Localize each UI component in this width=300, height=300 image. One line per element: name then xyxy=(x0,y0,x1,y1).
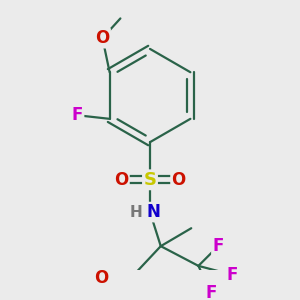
Text: F: F xyxy=(227,266,238,284)
Text: F: F xyxy=(72,106,83,124)
Text: S: S xyxy=(143,171,157,189)
Text: H: H xyxy=(129,205,142,220)
Text: F: F xyxy=(205,284,217,300)
Text: O: O xyxy=(94,269,109,287)
Text: O: O xyxy=(114,171,128,189)
Text: O: O xyxy=(95,29,110,47)
Text: N: N xyxy=(147,203,160,221)
Text: F: F xyxy=(212,237,224,255)
Text: O: O xyxy=(172,171,186,189)
